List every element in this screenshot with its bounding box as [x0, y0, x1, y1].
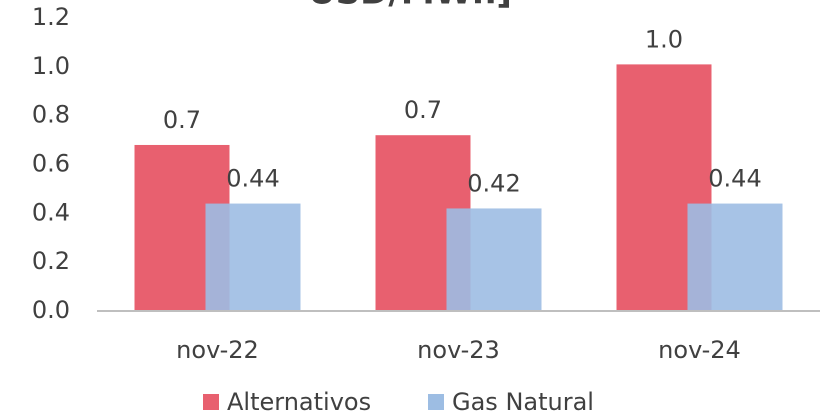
- x-tick-label: nov-23: [417, 336, 500, 364]
- bar: [687, 203, 783, 311]
- bar: [205, 203, 301, 311]
- y-tick-label: 0.2: [32, 247, 70, 275]
- y-tick-label: 1.2: [32, 3, 70, 31]
- y-tick-label: 1.0: [32, 52, 70, 80]
- x-tick-label: nov-22: [176, 336, 259, 364]
- data-label: 0.7: [163, 106, 201, 134]
- y-tick-label: 0.0: [32, 296, 70, 324]
- legend-label: Gas Natural: [452, 388, 594, 416]
- legend-label: Alternativos: [227, 388, 371, 416]
- data-label: 0.44: [708, 165, 761, 193]
- bar: [446, 208, 542, 311]
- data-label: 0.42: [467, 169, 520, 197]
- chart-title: USD/MWh]: [308, 0, 512, 13]
- legend-swatch: [203, 394, 219, 410]
- y-tick-label: 0.4: [32, 198, 70, 226]
- data-label: 0.7: [404, 96, 442, 124]
- legend-swatch: [428, 394, 444, 410]
- y-tick-label: 0.8: [32, 101, 70, 129]
- x-tick-label: nov-24: [658, 336, 741, 364]
- data-label: 1.0: [645, 25, 683, 53]
- data-label: 0.44: [226, 165, 279, 193]
- y-tick-label: 0.6: [32, 150, 70, 178]
